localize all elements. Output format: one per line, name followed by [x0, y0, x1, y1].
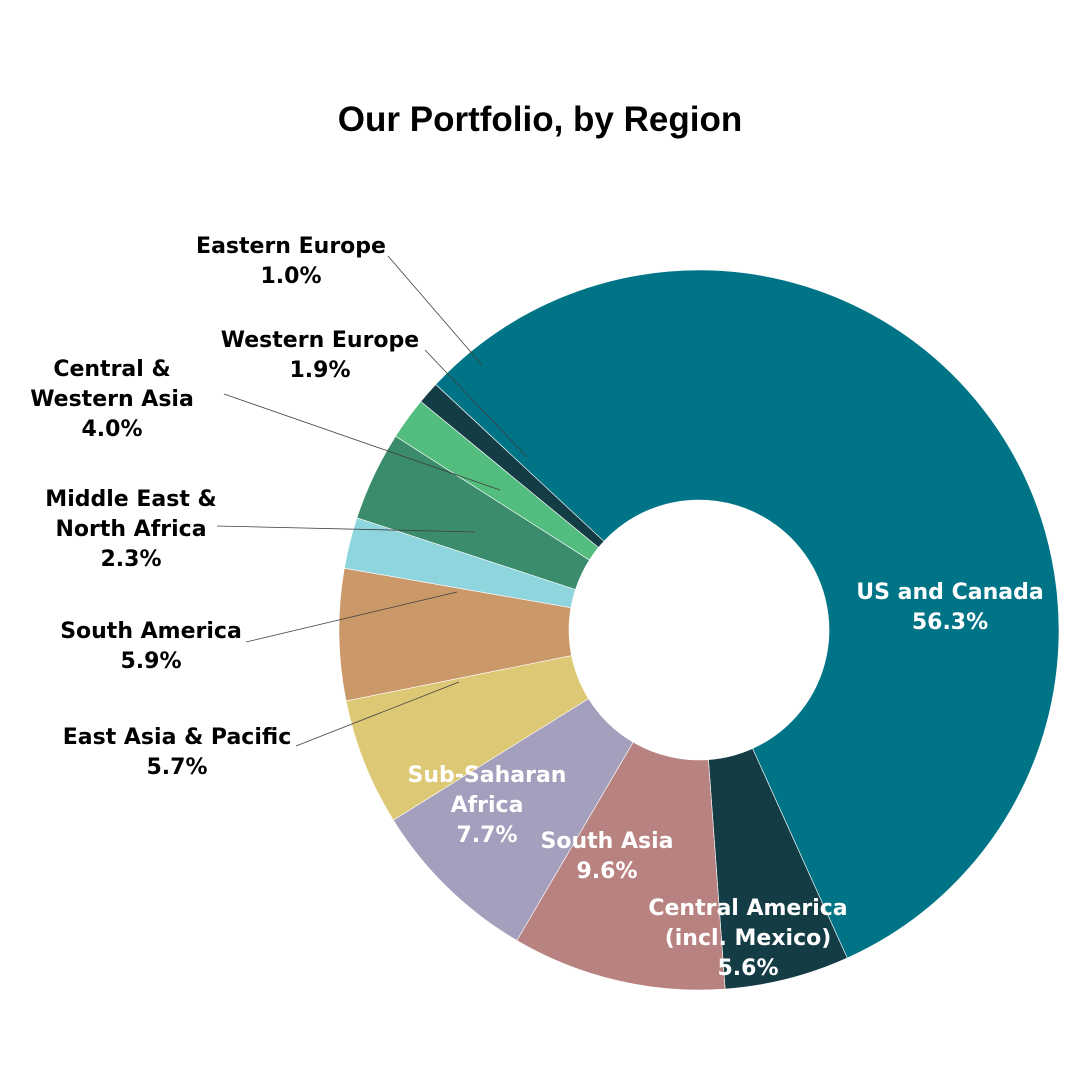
leader-lines [216, 255, 528, 747]
slice-eastern-europe [420, 384, 605, 548]
leader-line-middle-east-and-north-africa [216, 525, 476, 533]
data-label-central-america-incl-mexico: Central America (incl. Mexico) 5.6% [648, 896, 847, 981]
leader-line-western-europe [424, 349, 528, 458]
data-label-western-europe: Western Europe 1.9% [221, 328, 419, 383]
data-label-east-asia-and-pacific: East Asia & Pacific 5.7% [63, 725, 291, 780]
slice-south-asia [516, 741, 726, 991]
leader-line-eastern-europe [387, 255, 483, 366]
chart-title: Our Portfolio, by Region [338, 100, 742, 139]
donut-slices [338, 269, 1060, 991]
data-label-eastern-europe: Eastern Europe 1.0% [196, 234, 386, 289]
data-label-middle-east-and-north-africa: Middle East & North Africa 2.3% [45, 487, 216, 572]
leader-line-east-asia-and-pacific [295, 681, 460, 747]
data-label-south-america: South America 5.9% [60, 619, 242, 674]
leader-line-south-america [245, 591, 458, 643]
data-label-south-asia: South Asia 9.6% [541, 829, 674, 884]
data-label-central-and-western-asia: Central & Western Asia 4.0% [30, 357, 194, 442]
slice-us-and-canada [435, 269, 1060, 959]
data-label-us-and-canada: US and Canada 56.3% [856, 580, 1043, 635]
leader-line-central-and-western-asia [223, 393, 501, 491]
slice-sub-saharan-africa [392, 698, 634, 941]
data-label-sub-saharan-africa: Sub-Saharan Africa 7.7% [408, 763, 567, 848]
slice-labels: US and Canada 56.3% Central America (incl. … [30, 234, 1044, 981]
